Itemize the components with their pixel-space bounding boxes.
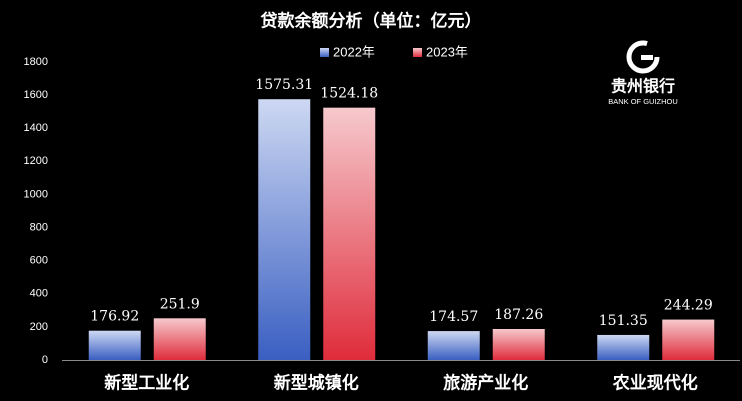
value-label: 174.57: [429, 309, 478, 325]
x-tick-label: 新型工业化: [104, 373, 189, 394]
bar: [153, 318, 206, 360]
y-tick-label: 1200: [24, 155, 48, 167]
x-tick-label: 旅游产业化: [443, 373, 528, 394]
y-tick-label: 400: [30, 288, 48, 300]
legend-label: 2023年: [426, 44, 468, 59]
chart-title: 贷款余额分析（单位：亿元）: [261, 11, 482, 32]
y-tick-label: 1400: [24, 122, 48, 134]
bar: [662, 319, 715, 360]
x-tick-label: 新型城镇化: [274, 373, 359, 394]
value-label: 251.9: [160, 296, 200, 312]
y-tick-label: 200: [30, 321, 48, 333]
legend-label: 2022年: [333, 44, 375, 59]
value-label: 187.26: [494, 307, 543, 323]
y-tick-label: 600: [30, 255, 48, 267]
value-label: 1575.31: [255, 77, 313, 93]
bar: [88, 330, 141, 360]
legend-swatch: [413, 48, 422, 57]
bar: [492, 328, 545, 360]
y-tick-label: 800: [30, 221, 48, 233]
bar: [323, 107, 376, 360]
logo: 贵州银行 BANK OF GUIZHOU: [608, 40, 678, 106]
value-label: 176.92: [90, 309, 139, 325]
legend-swatch: [320, 48, 329, 57]
logo-icon-bar: [641, 55, 653, 60]
y-tick-label: 0: [42, 354, 48, 366]
bar: [258, 99, 311, 361]
y-tick-label: 1000: [24, 188, 48, 200]
logo-name: 贵州银行: [611, 77, 675, 96]
bar: [597, 334, 650, 360]
value-label: 1524.18: [320, 86, 378, 102]
y-tick-label: 1800: [24, 56, 48, 68]
y-tick-label: 1600: [24, 89, 48, 101]
logo-subtitle: BANK OF GUIZHOU: [608, 97, 678, 106]
value-label: 151.35: [599, 313, 648, 329]
bar: [427, 331, 480, 360]
logo-icon: [626, 40, 660, 74]
value-label: 244.29: [664, 298, 713, 314]
x-tick-label: 农业现代化: [612, 373, 698, 394]
